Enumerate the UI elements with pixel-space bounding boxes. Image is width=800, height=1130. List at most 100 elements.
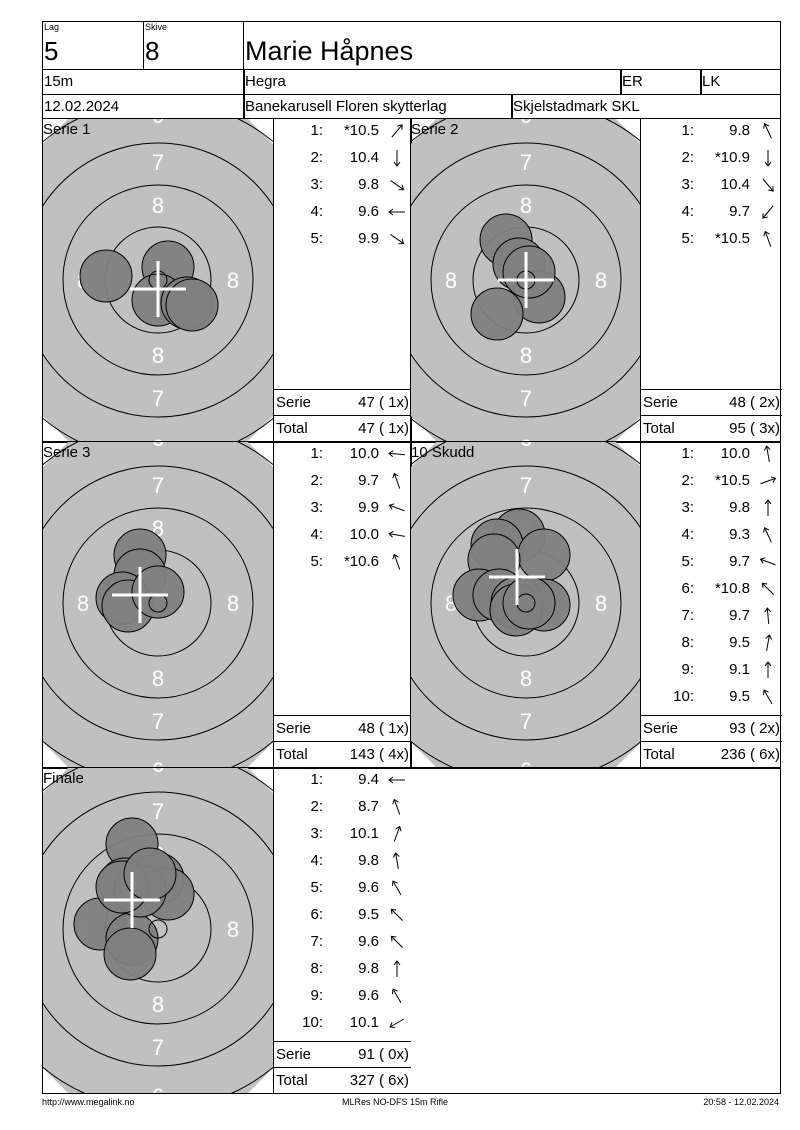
shot-row: 5: 9.6 <box>274 876 411 903</box>
direction-arrow-icon <box>387 905 407 929</box>
shot-number: 5: <box>310 230 323 247</box>
ring-label: 8 <box>227 591 239 616</box>
shot-number: 1: <box>681 122 694 139</box>
shot-score: 10.1 <box>349 825 379 842</box>
shot-score: 9.7 <box>729 553 750 570</box>
serie-label: Serie <box>643 394 679 411</box>
direction-arrow-icon <box>758 202 778 226</box>
shot-hole <box>131 565 185 619</box>
ring-label: 8 <box>77 591 89 616</box>
total-label: Total <box>276 1072 308 1089</box>
direction-arrow-icon <box>758 579 778 603</box>
shot-number: 2: <box>681 472 694 489</box>
direction-arrow-icon <box>758 498 778 522</box>
shot-number: 2: <box>310 472 323 489</box>
shot-score: 9.7 <box>358 472 379 489</box>
shot-score: 9.8 <box>729 122 750 139</box>
shot-row: 1: 9.4 <box>274 768 411 795</box>
class-2: LK <box>702 73 721 90</box>
direction-arrow-icon <box>387 202 407 226</box>
footer-link[interactable]: http://www.megalink.no <box>42 1097 135 1107</box>
ring-label: 7 <box>152 150 164 175</box>
target-panel: 66778888Serie 3 <box>43 442 273 767</box>
shot-row: 7: 9.7 <box>641 604 782 631</box>
shot-number: 4: <box>310 526 323 543</box>
ten-ring <box>148 919 168 939</box>
total-label: Total <box>643 420 675 437</box>
class-1: ER <box>622 73 643 90</box>
ring-label: 6 <box>152 442 164 451</box>
target-ring <box>62 184 254 376</box>
target-image: 66778888 <box>43 442 273 767</box>
series-title: Serie 3 <box>43 444 91 461</box>
series-title: Serie 1 <box>43 121 91 138</box>
target-panel: 6 6 7 7 8 8 8 8 Serie 2 <box>411 119 641 441</box>
ring-label: 8 <box>520 666 532 691</box>
shot-score: 9.7 <box>729 203 750 220</box>
shot-list: 1: 9.4 2: 8.7 3: 10.1 4: 9.8 5: 9.6 6: 9.5 7: 9.6 8: 9.… <box>273 768 411 1093</box>
shot-row: 4: 9.7 <box>641 200 782 227</box>
target-image: 66778888 <box>43 119 273 441</box>
shot-number: 4: <box>681 203 694 220</box>
target-image: 66778888 <box>411 442 641 767</box>
shot-row: 9: 9.6 <box>274 984 411 1011</box>
ring-label: 8 <box>520 193 532 218</box>
shot-row: 8: 9.8 <box>274 957 411 984</box>
shot-row: 7: 9.6 <box>274 930 411 957</box>
shot-row: 9: 9.1 <box>641 658 782 685</box>
shot-number: 3: <box>310 825 323 842</box>
serie-sum-row: Serie 48 ( 2x) <box>641 389 782 415</box>
ring-label: 6 <box>520 758 532 767</box>
shot-row: 2: *10.9 <box>641 146 782 173</box>
shot-score: *10.9 <box>714 149 750 166</box>
shot-number: 3: <box>310 499 323 516</box>
shot-row: 3: 10.1 <box>274 822 411 849</box>
total-value: 236 ( 6x) <box>720 746 780 763</box>
ring-label: 7 <box>520 473 532 498</box>
divider <box>700 69 702 95</box>
shot-list: 1: 10.0 2: *10.5 3: 9.8 4: 9.3 5: 9.7 6: *10.8 7: 9.7… <box>640 442 782 767</box>
direction-arrow-icon <box>387 878 407 902</box>
shot-row: 10: 9.5 <box>641 685 782 712</box>
footer-program: MLRes NO-DFS 15m Rifle <box>342 1097 449 1107</box>
shot-row: 6: *10.8 <box>641 577 782 604</box>
shot-row: 4: 10.0 <box>274 523 411 550</box>
lag-label: Lag <box>44 22 60 32</box>
ring-label: 7 <box>152 473 164 498</box>
target-ring <box>430 507 622 699</box>
direction-arrow-icon <box>387 121 407 145</box>
shot-score: 8.7 <box>358 798 379 815</box>
target-ring <box>411 142 641 418</box>
shot-number: 6: <box>681 580 694 597</box>
ring-label: 6 <box>152 768 164 777</box>
serie-value: 91 ( 0x) <box>358 1046 409 1063</box>
shot-hole <box>79 249 133 303</box>
direction-arrow-icon <box>758 633 778 657</box>
direction-arrow-icon <box>387 1013 407 1037</box>
ring-label: 7 <box>520 150 532 175</box>
shot-row: 2: 9.7 <box>274 469 411 496</box>
footer-timestamp: 20:58 - 12.02.2024 <box>703 1097 779 1107</box>
total-value: 327 ( 6x) <box>349 1072 409 1089</box>
target-panel: 66778888Serie 1 <box>43 119 273 441</box>
shot-score: *10.8 <box>714 580 750 597</box>
skive-value: 8 <box>145 36 160 66</box>
serie-sum-row: Serie 91 ( 0x) <box>274 1041 411 1067</box>
shot-hole <box>103 927 157 981</box>
series-title: Finale <box>43 770 84 787</box>
target-panel: 6677888810 Skudd <box>411 442 641 767</box>
target-ring <box>430 184 622 376</box>
direction-arrow-icon <box>387 175 407 199</box>
shot-number: 3: <box>310 176 323 193</box>
shot-row: 6: 9.5 <box>274 903 411 930</box>
direction-arrow-icon <box>758 471 778 495</box>
shot-score: 9.4 <box>358 771 379 788</box>
direction-arrow-icon <box>387 986 407 1010</box>
shot-number: 1: <box>681 445 694 462</box>
target-ring <box>62 833 254 1025</box>
shot-score: *10.6 <box>343 553 379 570</box>
target-ring <box>43 465 273 741</box>
direction-arrow-icon <box>387 471 407 495</box>
direction-arrow-icon <box>758 525 778 549</box>
direction-arrow-icon <box>758 121 778 145</box>
